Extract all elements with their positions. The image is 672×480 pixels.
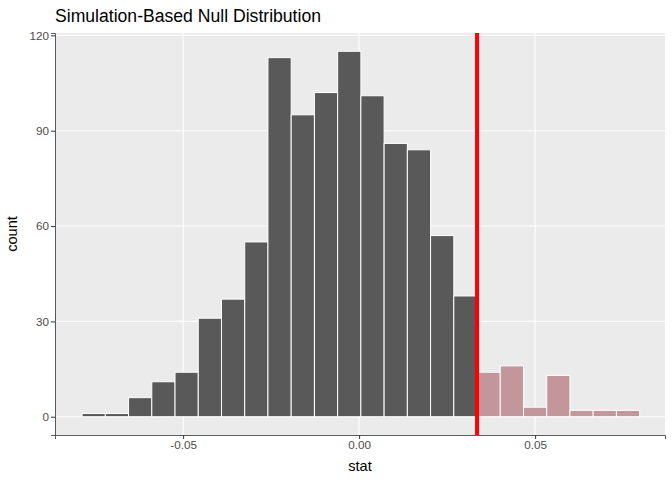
y-tick-mark <box>51 417 55 418</box>
bar <box>338 51 361 416</box>
x-axis: -0.05 0.00 0.05 <box>56 435 666 451</box>
bar <box>105 414 128 417</box>
bar <box>314 93 337 417</box>
y-tick-label: 0 <box>42 410 49 423</box>
x-tick: 0.05 <box>524 435 547 451</box>
bar <box>570 410 593 416</box>
grid <box>55 33 665 435</box>
bar <box>198 318 221 417</box>
y-tick: 30 <box>36 315 55 328</box>
y-axis-line <box>51 34 56 436</box>
plot: -0.05 0.00 0.05 0 30 60 90 120 <box>29 29 665 452</box>
grid-line-y <box>55 35 665 36</box>
bar <box>431 236 454 417</box>
y-tick: 90 <box>36 124 55 137</box>
y-tick-mark <box>51 321 55 322</box>
bar <box>152 382 175 417</box>
bar <box>523 407 546 417</box>
x-tick-label: 0.00 <box>348 438 371 451</box>
bar <box>593 410 616 416</box>
chart: -0.05 0.00 0.05 0 30 60 90 120 Simulation-Based … <box>0 0 672 480</box>
observed-stat-line <box>475 33 479 435</box>
bar <box>384 143 407 416</box>
y-tick-label: 120 <box>29 29 49 42</box>
bar <box>291 115 314 417</box>
y-tick: 120 <box>29 29 55 42</box>
x-axis-title: stat <box>348 458 372 474</box>
bar <box>129 398 152 417</box>
panel-background <box>55 33 665 435</box>
y-tick-mark <box>51 226 55 227</box>
bar <box>82 414 105 417</box>
y-tick-label: 30 <box>36 315 50 328</box>
bar <box>616 410 639 416</box>
x-tick: 0.00 <box>348 435 371 451</box>
x-tick-label: -0.05 <box>170 438 197 451</box>
bar <box>245 242 268 417</box>
bar <box>175 372 198 416</box>
bar <box>361 96 384 417</box>
bar <box>268 58 291 417</box>
bar <box>547 375 570 416</box>
x-tick: -0.05 <box>170 435 197 451</box>
grid-line-x <box>535 33 536 435</box>
y-axis-title: count <box>4 216 20 252</box>
y-tick: 0 <box>42 410 55 423</box>
x-tick-label: 0.05 <box>524 438 547 451</box>
bar <box>407 150 430 417</box>
y-axis: 0 30 60 90 120 <box>29 29 55 436</box>
marks <box>82 33 640 435</box>
bar <box>477 372 500 416</box>
y-tick-mark <box>51 35 55 36</box>
bar <box>500 366 523 417</box>
y-tick: 60 <box>36 219 55 232</box>
bar <box>221 299 244 417</box>
y-tick-label: 60 <box>36 219 50 232</box>
y-tick-label: 90 <box>36 124 50 137</box>
y-tick-mark <box>51 131 55 132</box>
title: Simulation-Based Null Distribution <box>55 6 321 26</box>
bar <box>454 296 477 417</box>
